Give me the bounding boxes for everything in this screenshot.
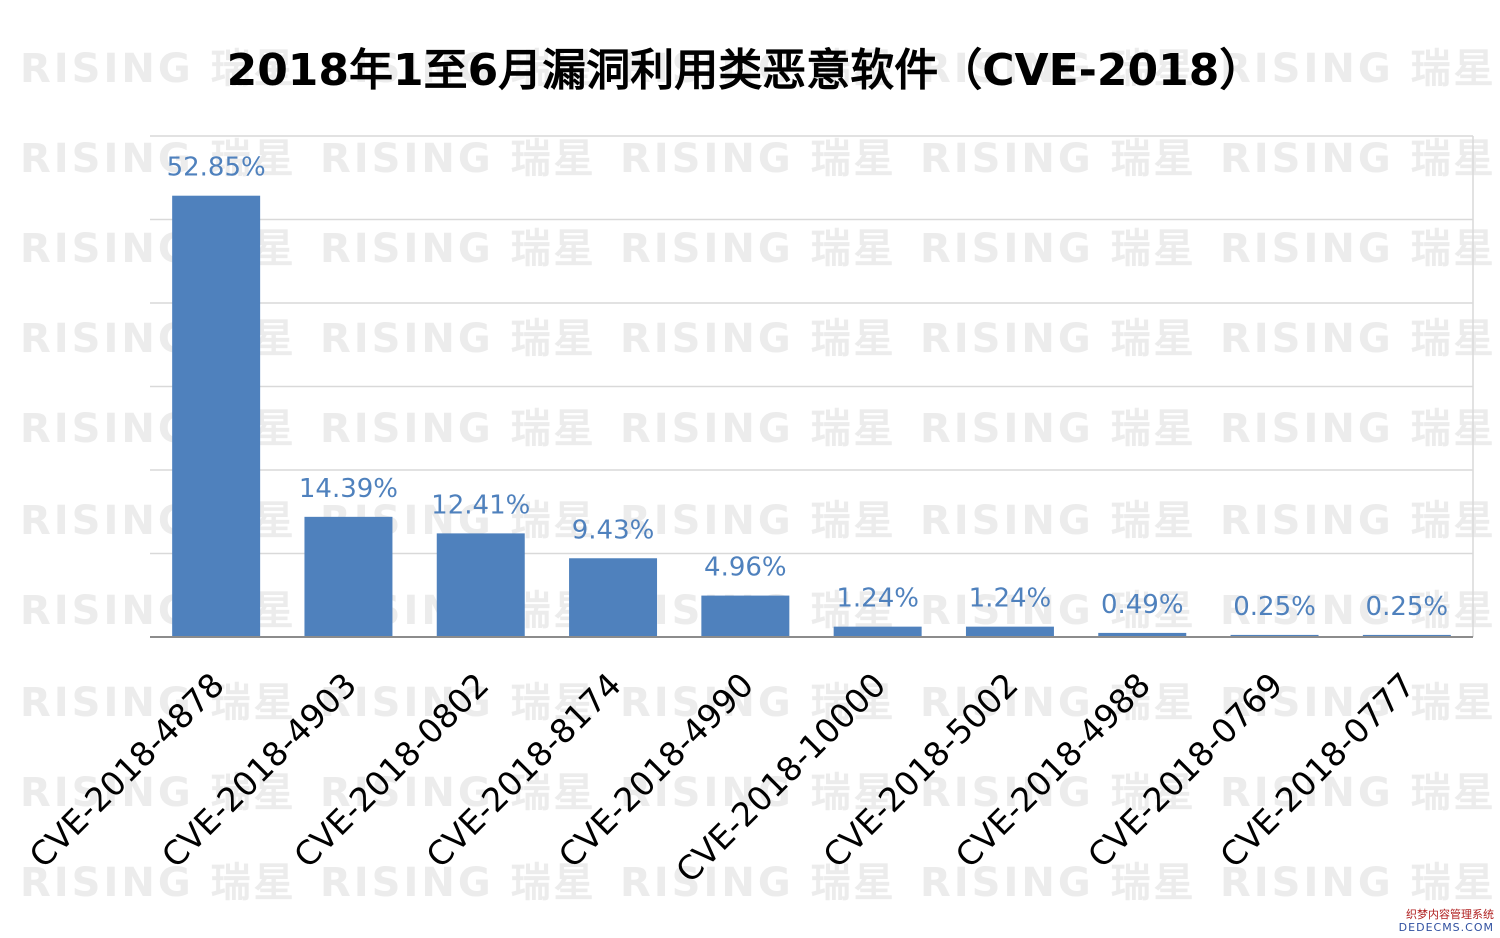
data-label: 52.85% [167, 153, 266, 183]
data-label: 0.49% [1101, 590, 1184, 620]
data-label: 4.96% [704, 553, 787, 583]
data-label: 1.24% [969, 584, 1052, 614]
bar [1230, 634, 1319, 637]
bar [1098, 632, 1187, 637]
data-label: 0.25% [1366, 592, 1449, 622]
bar [701, 595, 790, 637]
chart-title: 2018年1至6月漏洞利用类恶意软件（CVE-2018） [226, 45, 1264, 96]
bar [172, 195, 261, 637]
bar [965, 626, 1054, 637]
site-watermark: 织梦内容管理系统 DEDECMS.COM [1399, 908, 1494, 934]
data-label: 1.24% [836, 584, 919, 614]
bar [569, 558, 658, 637]
bar [436, 533, 525, 637]
bar [833, 626, 922, 637]
data-label: 0.25% [1233, 592, 1316, 622]
site-watermark-url: DEDECMS.COM [1398, 921, 1494, 934]
site-watermark-cn: 织梦内容管理系统 [1406, 908, 1494, 921]
data-label: 14.39% [299, 474, 398, 504]
data-label: 9.43% [572, 515, 655, 545]
data-label: 12.41% [431, 490, 530, 520]
bar [1362, 634, 1451, 637]
bar [304, 516, 393, 637]
